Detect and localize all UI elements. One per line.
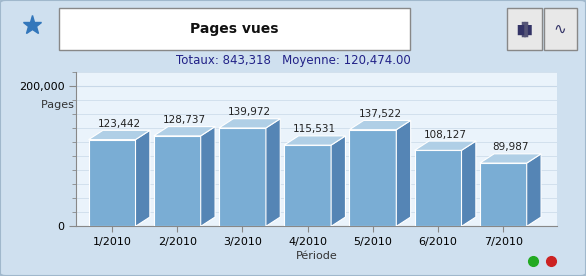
Bar	[349, 130, 396, 226]
Polygon shape	[349, 120, 411, 130]
Polygon shape	[284, 136, 346, 145]
Text: 139,972: 139,972	[228, 107, 271, 117]
Text: 137,522: 137,522	[359, 109, 401, 119]
Text: 123,442: 123,442	[98, 119, 141, 129]
FancyBboxPatch shape	[59, 8, 410, 50]
Text: ▐▌: ▐▌	[517, 21, 532, 37]
Polygon shape	[396, 120, 411, 226]
FancyBboxPatch shape	[507, 8, 542, 50]
Polygon shape	[219, 119, 280, 128]
Polygon shape	[527, 154, 541, 226]
Bar	[480, 163, 527, 226]
Polygon shape	[154, 127, 215, 136]
Text: ∿: ∿	[554, 22, 567, 37]
Text: ▐▌▌: ▐▌▌	[513, 25, 536, 34]
Bar	[414, 150, 462, 226]
Polygon shape	[266, 119, 280, 226]
Text: Pages vues: Pages vues	[41, 100, 104, 110]
X-axis label: Période: Période	[295, 251, 338, 261]
Polygon shape	[201, 127, 215, 226]
Polygon shape	[480, 154, 541, 163]
Polygon shape	[414, 141, 476, 150]
Bar	[88, 140, 135, 226]
Text: 128,737: 128,737	[163, 115, 206, 125]
Polygon shape	[88, 130, 150, 140]
Bar	[154, 136, 201, 226]
Polygon shape	[135, 130, 150, 226]
Text: 89,987: 89,987	[492, 142, 529, 152]
Bar	[219, 128, 266, 226]
Text: Pages vues: Pages vues	[190, 22, 279, 36]
FancyBboxPatch shape	[544, 8, 577, 50]
Text: 115,531: 115,531	[293, 124, 336, 134]
Text: 108,127: 108,127	[424, 129, 466, 140]
Polygon shape	[331, 136, 346, 226]
Bar	[284, 145, 331, 226]
Polygon shape	[462, 141, 476, 226]
Text: Totaux: 843,318   Moyenne: 120,474.00: Totaux: 843,318 Moyenne: 120,474.00	[176, 54, 410, 67]
